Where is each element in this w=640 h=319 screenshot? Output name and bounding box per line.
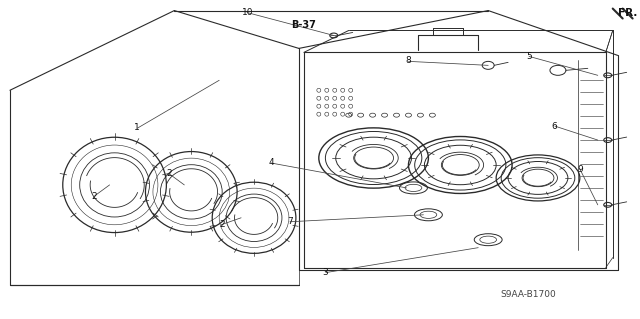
Text: 7: 7	[287, 217, 293, 226]
Text: B-37: B-37	[291, 20, 316, 31]
Text: 2: 2	[92, 191, 97, 201]
Text: 3: 3	[323, 268, 328, 277]
Text: 8: 8	[405, 56, 411, 65]
Text: FR.: FR.	[618, 8, 637, 18]
Text: 5: 5	[526, 52, 532, 61]
Text: 4: 4	[268, 158, 274, 167]
Text: 6: 6	[552, 122, 557, 130]
Text: 10: 10	[242, 8, 253, 17]
Text: 2: 2	[166, 169, 172, 178]
Text: 1: 1	[134, 123, 140, 132]
Text: S9AA-B1700: S9AA-B1700	[500, 290, 556, 299]
Text: 2: 2	[219, 220, 225, 229]
Text: 9: 9	[577, 165, 583, 174]
